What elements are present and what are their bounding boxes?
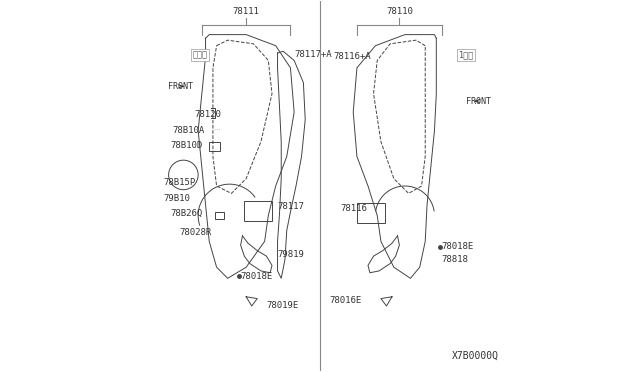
Text: 78B26Q: 78B26Q — [170, 209, 203, 218]
Text: 79819: 79819 — [278, 250, 305, 259]
Text: 78110: 78110 — [386, 7, 413, 16]
Text: 78818: 78818 — [442, 255, 468, 264]
Text: FRONT: FRONT — [168, 82, 193, 91]
Text: 78018E: 78018E — [241, 272, 273, 281]
Text: 78019E: 78019E — [266, 301, 299, 311]
Bar — [215, 212, 224, 219]
Bar — [209, 142, 220, 151]
Text: 78016E: 78016E — [329, 296, 362, 305]
Text: 78028R: 78028R — [180, 228, 212, 237]
Text: 79B10: 79B10 — [163, 195, 190, 203]
Text: 78117+A: 78117+A — [294, 51, 332, 60]
Text: 78B10A: 78B10A — [172, 126, 205, 135]
Text: 78116+A: 78116+A — [333, 52, 371, 61]
Text: 非修復: 非修復 — [193, 51, 207, 60]
Text: X7B0000Q: X7B0000Q — [452, 351, 499, 361]
Text: 78018E: 78018E — [442, 243, 474, 251]
Text: FRONT: FRONT — [466, 97, 491, 106]
Text: 78120: 78120 — [195, 109, 221, 119]
Bar — [357, 203, 385, 223]
Bar — [244, 201, 272, 221]
Text: 78116: 78116 — [340, 203, 367, 213]
Text: 78117: 78117 — [278, 202, 305, 211]
Text: 78B10D: 78B10D — [170, 141, 203, 150]
Text: 1修復: 1修復 — [458, 51, 474, 60]
Text: 78111: 78111 — [233, 7, 260, 16]
Text: 78B15P: 78B15P — [163, 178, 195, 187]
